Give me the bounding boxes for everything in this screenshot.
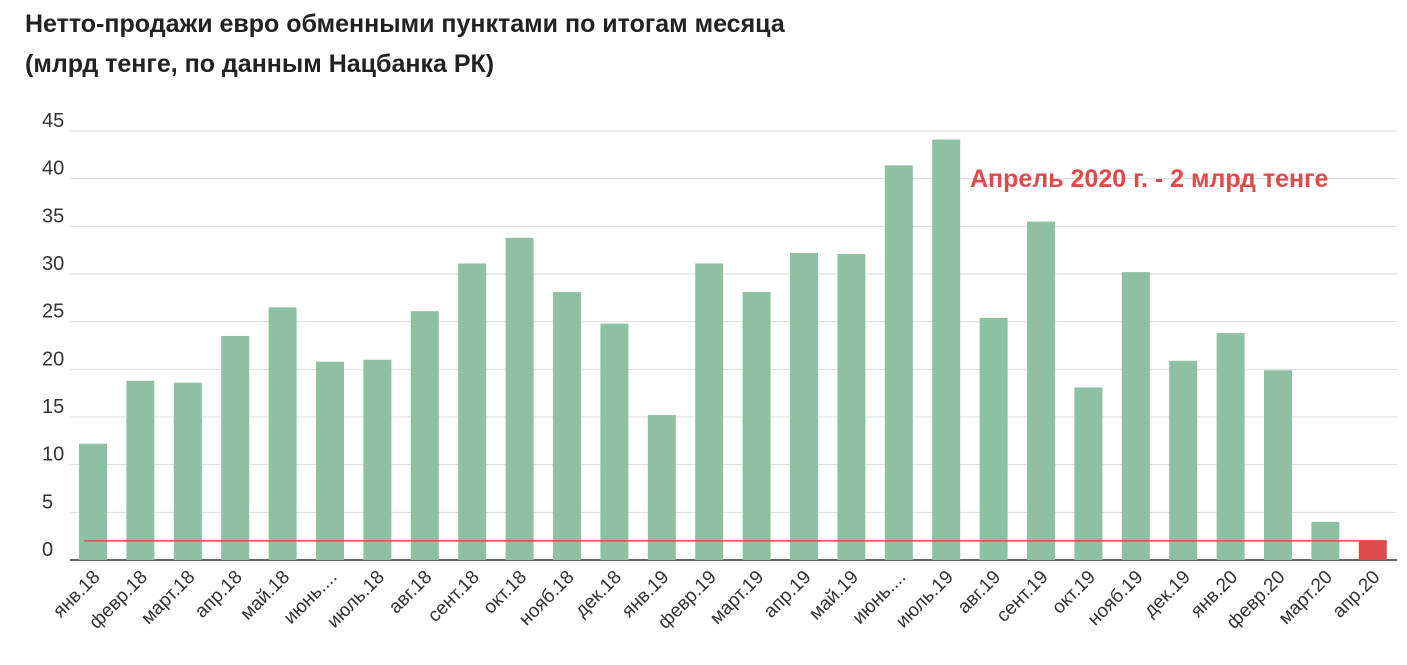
bar (1169, 360, 1198, 560)
bar (790, 253, 818, 560)
y-tick-label: 10 (42, 444, 64, 466)
y-tick-label: 15 (42, 396, 64, 418)
y-tick-label: 40 (42, 158, 64, 180)
x-tick-label: сент.19 (993, 567, 1053, 627)
x-tick-label: март.20 (1275, 567, 1337, 629)
bar (79, 443, 107, 560)
bar (1216, 333, 1245, 560)
bar (1074, 387, 1103, 560)
bar (837, 253, 866, 561)
y-tick-label: 5 (42, 491, 53, 513)
bar (553, 292, 581, 560)
bar (1027, 221, 1055, 561)
y-axis-ticks: 0 5 10 15 20 25 30 35 40 45 (42, 110, 64, 561)
bar (979, 317, 1008, 560)
bar (458, 263, 487, 560)
bar (363, 359, 392, 560)
y-tick-label: 0 (42, 539, 53, 561)
bar (647, 415, 676, 560)
bar (126, 380, 155, 560)
y-tick-label: 30 (42, 253, 64, 275)
bar (742, 292, 771, 560)
y-tick-label: 45 (42, 110, 64, 132)
x-tick-label: март.18 (137, 567, 199, 629)
bar (410, 311, 439, 560)
bar (1121, 272, 1150, 560)
bar (173, 382, 202, 560)
bar (932, 139, 961, 560)
x-axis-ticks: янв.18февр.18март.18апр.18май.18июнь....… (49, 567, 1384, 634)
x-tick-label: апр.19 (760, 567, 816, 623)
bar (505, 237, 534, 561)
x-tick-label: дек.18 (571, 567, 626, 622)
bar (1358, 540, 1387, 560)
chart-title: Нетто-продажи евро обменными пунктами по… (25, 10, 785, 38)
bar (316, 361, 344, 560)
y-tick-label: 20 (42, 348, 64, 370)
x-tick-label: дек.19 (1140, 567, 1195, 622)
x-tick-label: сент.18 (424, 567, 484, 627)
bar (221, 335, 250, 560)
bar (884, 165, 913, 560)
y-tick-label: 25 (42, 301, 64, 323)
x-tick-label: апр.18 (191, 567, 247, 623)
bars (79, 139, 1387, 561)
chart-annotation: Апрель 2020 г. - 2 млрд тенге (970, 165, 1329, 193)
bar (268, 307, 297, 560)
chart-subtitle: (млрд тенге, по данным Нацбанка РК) (25, 50, 495, 78)
x-tick-label: март.19 (706, 567, 768, 629)
bar (1264, 370, 1292, 560)
bar (600, 323, 629, 560)
bar (695, 263, 724, 560)
x-tick-label: апр.20 (1329, 567, 1385, 623)
y-tick-label: 35 (42, 205, 64, 227)
